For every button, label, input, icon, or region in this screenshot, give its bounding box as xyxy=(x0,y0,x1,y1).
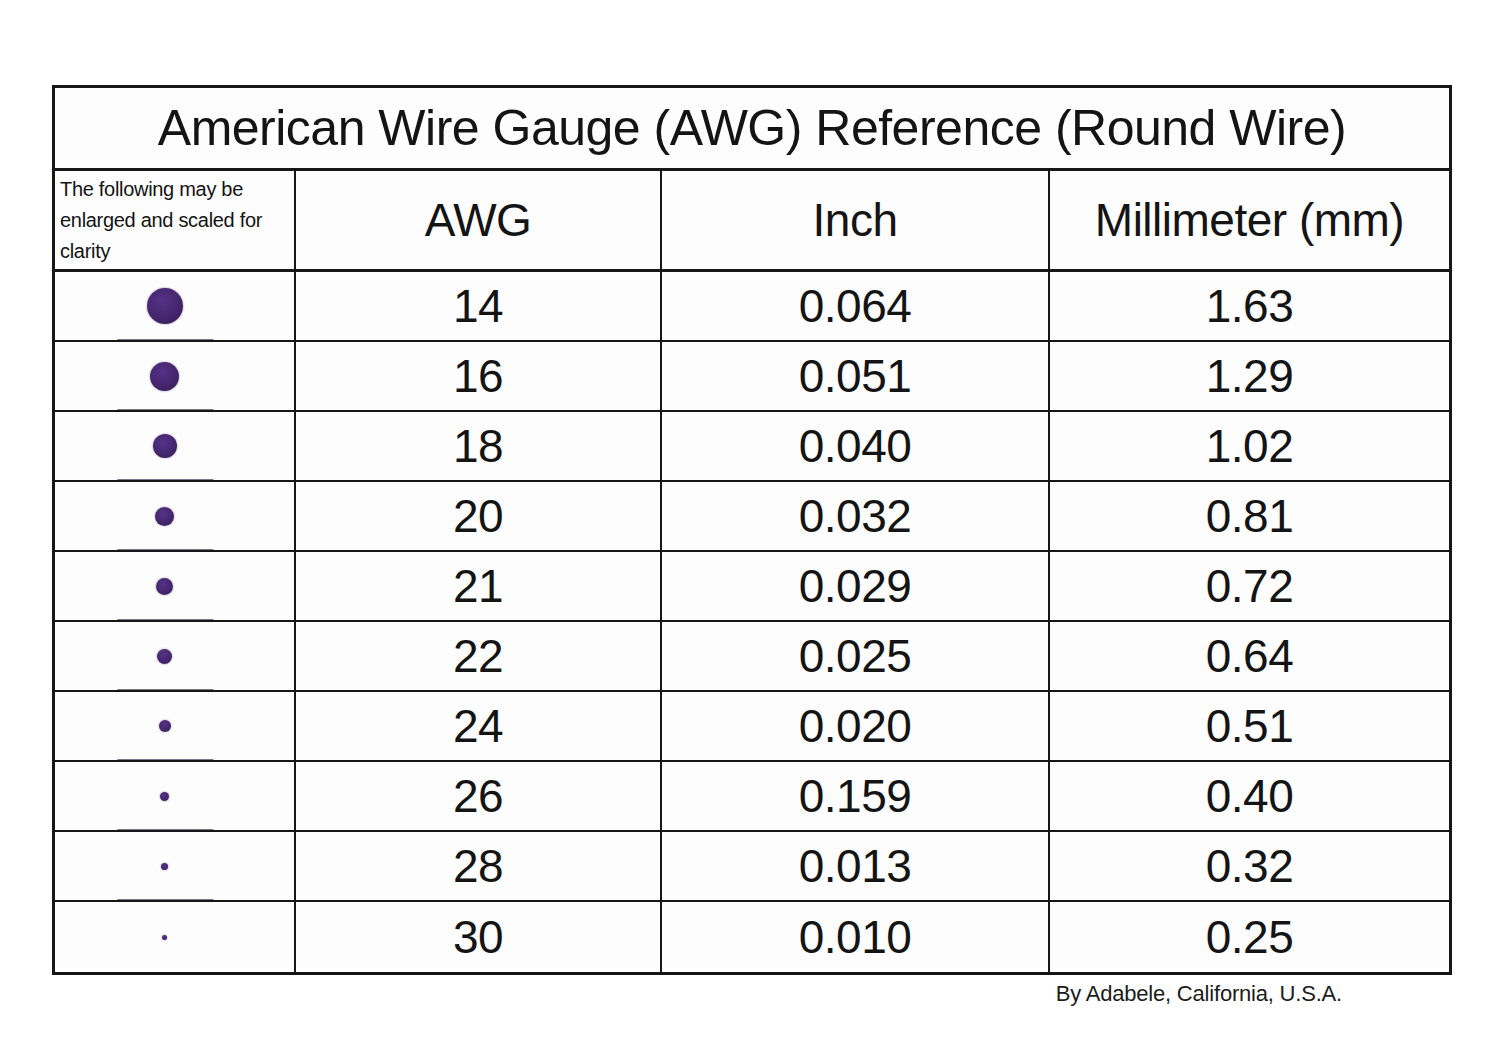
table-row: 28 0.013 0.32 xyxy=(55,832,1449,902)
mm-value: 0.40 xyxy=(1050,762,1449,832)
wire-size-cell xyxy=(55,552,296,622)
inch-value: 0.051 xyxy=(662,342,1050,412)
mm-value: 1.63 xyxy=(1050,272,1449,342)
mm-value: 0.64 xyxy=(1050,622,1449,692)
table-header-row: The following may be enlarged and scaled… xyxy=(55,171,1449,272)
table-row: 24 0.020 0.51 xyxy=(55,692,1449,762)
wire-size-cell xyxy=(55,832,296,902)
awg-value: 28 xyxy=(296,832,662,902)
wire-size-dot-icon xyxy=(160,792,169,801)
inch-value: 0.025 xyxy=(662,622,1050,692)
inch-value: 0.010 xyxy=(662,902,1050,972)
table-row: 21 0.029 0.72 xyxy=(55,552,1449,622)
table-row: 16 0.051 1.29 xyxy=(55,342,1449,412)
inch-value: 0.029 xyxy=(662,552,1050,622)
wire-size-cell xyxy=(55,482,296,552)
mm-value: 0.72 xyxy=(1050,552,1449,622)
awg-value: 16 xyxy=(296,342,662,412)
wire-size-dot-icon xyxy=(157,649,172,664)
awg-reference-page: American Wire Gauge (AWG) Reference (Rou… xyxy=(0,0,1500,1056)
wire-size-dot-icon xyxy=(150,362,179,391)
mm-value: 0.81 xyxy=(1050,482,1449,552)
wire-size-dot-icon xyxy=(155,507,174,526)
inch-value: 0.020 xyxy=(662,692,1050,762)
table-row: 14 0.064 1.63 xyxy=(55,272,1449,342)
table-body: 14 0.064 1.63 16 0.051 1.29 18 0.040 1.0… xyxy=(55,272,1449,972)
table-row: 18 0.040 1.02 xyxy=(55,412,1449,482)
awg-value: 14 xyxy=(296,272,662,342)
wire-size-cell xyxy=(55,412,296,482)
wire-size-dot-icon xyxy=(147,288,183,324)
awg-reference-table: American Wire Gauge (AWG) Reference (Rou… xyxy=(52,85,1452,975)
mm-value: 1.02 xyxy=(1050,412,1449,482)
awg-value: 22 xyxy=(296,622,662,692)
awg-value: 24 xyxy=(296,692,662,762)
inch-value: 0.032 xyxy=(662,482,1050,552)
wire-size-cell xyxy=(55,272,296,342)
wire-size-cell xyxy=(55,622,296,692)
table-row: 22 0.025 0.64 xyxy=(55,622,1449,692)
wire-size-dot-icon xyxy=(161,863,168,870)
inch-value: 0.159 xyxy=(662,762,1050,832)
wire-size-cell xyxy=(55,902,296,972)
awg-value: 21 xyxy=(296,552,662,622)
awg-value: 18 xyxy=(296,412,662,482)
wire-size-cell xyxy=(55,692,296,762)
table-row: 30 0.010 0.25 xyxy=(55,902,1449,972)
wire-size-cell xyxy=(55,342,296,412)
awg-value: 20 xyxy=(296,482,662,552)
table-row: 26 0.159 0.40 xyxy=(55,762,1449,832)
mm-value: 1.29 xyxy=(1050,342,1449,412)
wire-size-dot-icon xyxy=(156,578,173,595)
wire-size-dot-icon xyxy=(162,935,167,940)
inch-value: 0.064 xyxy=(662,272,1050,342)
column-header-millimeter: Millimeter (mm) xyxy=(1050,171,1449,272)
wire-size-cell xyxy=(55,762,296,832)
inch-value: 0.040 xyxy=(662,412,1050,482)
column-header-inch: Inch xyxy=(662,171,1050,272)
page-title: American Wire Gauge (AWG) Reference (Rou… xyxy=(158,99,1346,157)
enlargement-note: The following may be enlarged and scaled… xyxy=(55,171,296,272)
wire-size-dot-icon xyxy=(159,720,171,732)
table-row: 20 0.032 0.81 xyxy=(55,482,1449,552)
wire-size-dot-icon xyxy=(153,434,177,458)
credit-text: By Adabele, California, U.S.A. xyxy=(52,981,1342,1007)
inch-value: 0.013 xyxy=(662,832,1050,902)
awg-value: 26 xyxy=(296,762,662,832)
mm-value: 0.25 xyxy=(1050,902,1449,972)
column-header-awg: AWG xyxy=(296,171,662,272)
mm-value: 0.32 xyxy=(1050,832,1449,902)
table-title-row: American Wire Gauge (AWG) Reference (Rou… xyxy=(55,88,1449,171)
awg-value: 30 xyxy=(296,902,662,972)
mm-value: 0.51 xyxy=(1050,692,1449,762)
